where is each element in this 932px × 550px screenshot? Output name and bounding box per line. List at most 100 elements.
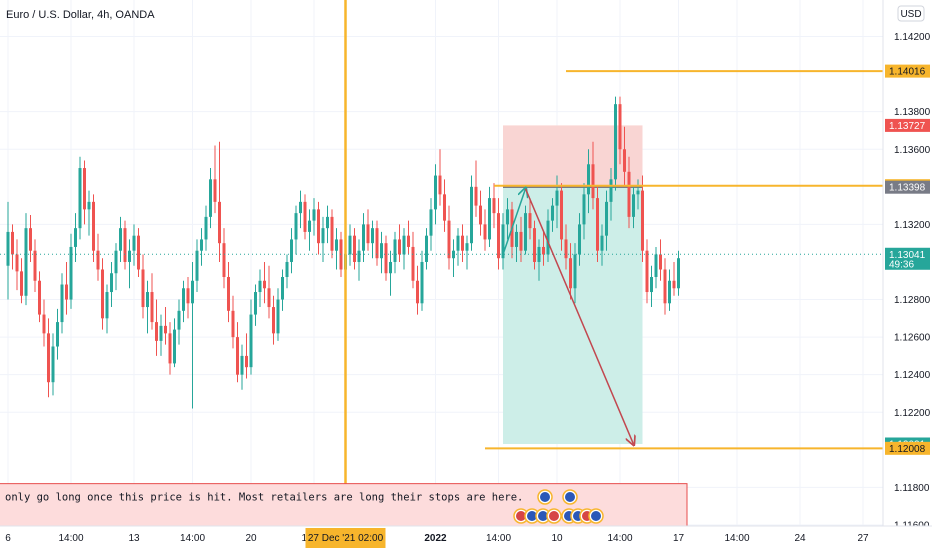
candle-body	[560, 190, 563, 240]
candle	[186, 277, 190, 319]
candle	[636, 179, 640, 210]
event-flag-icon[interactable]	[524, 508, 540, 524]
candle	[470, 175, 473, 251]
candle	[267, 265, 271, 319]
candle-body	[384, 243, 388, 274]
candle-body	[33, 250, 37, 281]
candle-body	[605, 201, 608, 236]
candle-body	[663, 269, 667, 304]
candle-body	[42, 314, 46, 334]
event-flag-icon[interactable]	[588, 508, 604, 524]
event-flag-icon[interactable]	[535, 508, 551, 524]
price-axis[interactable]: 1.14200 1.13800 1.13600 1.13200 1.12800 1.126…	[882, 0, 932, 550]
candle-body	[290, 239, 293, 262]
candle	[92, 194, 95, 262]
candle-body	[312, 209, 316, 221]
drawings[interactable]	[0, 0, 883, 526]
candle-body	[92, 201, 95, 251]
candle	[51, 333, 55, 396]
event-flag-icon[interactable]	[513, 508, 529, 524]
candle-body	[209, 179, 212, 217]
candle-body	[38, 280, 41, 315]
grid	[0, 0, 883, 526]
candle-body	[294, 213, 298, 240]
candle	[312, 198, 316, 236]
entry-price-badge-bg	[885, 180, 930, 194]
candle	[227, 261, 230, 323]
candle	[492, 183, 496, 229]
level-badge-1[interactable]: 1.14016	[885, 64, 930, 78]
candle	[357, 239, 361, 281]
candle-body	[348, 235, 352, 255]
candle	[249, 299, 253, 375]
position-tool[interactable]	[503, 125, 643, 445]
candle	[429, 198, 433, 251]
candle	[389, 250, 392, 296]
candle-body	[393, 239, 397, 262]
event-flag-icon[interactable]	[546, 508, 562, 524]
candle	[114, 243, 118, 291]
time-tick-label: 14:00	[486, 533, 511, 544]
candle	[641, 175, 644, 262]
candle	[497, 198, 500, 270]
arrow-up-line[interactable]	[502, 189, 526, 255]
candle-body	[218, 201, 221, 244]
candle-body	[528, 213, 532, 229]
candle-body	[542, 246, 545, 255]
currency-button[interactable]: USD	[897, 5, 925, 22]
candle	[375, 220, 379, 266]
candle	[222, 228, 226, 289]
candle-body	[123, 228, 127, 262]
candle-body	[263, 280, 266, 289]
time-axis[interactable]: 614:001314:002014:00202214:001014:001714…	[0, 525, 932, 550]
candle-body	[456, 235, 460, 251]
event-flag-icon[interactable]	[537, 489, 553, 505]
candle-body	[650, 277, 653, 293]
candle-body	[492, 198, 496, 214]
candle-body	[501, 224, 505, 259]
price-tick-label: 1.12800	[894, 295, 931, 306]
candle	[456, 228, 460, 266]
candle	[87, 190, 91, 236]
candle	[47, 318, 50, 398]
entry-price-badge[interactable]: 1.13398	[885, 180, 930, 194]
candle	[78, 156, 82, 240]
candle	[506, 198, 509, 240]
candle-body	[402, 235, 406, 255]
candle	[573, 243, 577, 304]
arrow-down-line[interactable]	[524, 188, 634, 444]
candle-body	[236, 337, 239, 375]
candle-body	[303, 201, 307, 232]
candle	[402, 228, 406, 270]
event-flag-icon[interactable]	[562, 489, 578, 505]
candle-body	[267, 288, 271, 308]
level-badge-3[interactable]: 1.12008	[885, 441, 930, 455]
stop-loss-zone[interactable]	[503, 125, 643, 188]
current-price-badge-countdown: 49:36	[889, 259, 914, 270]
candle-body	[591, 164, 595, 199]
time-tick-label: 14:00	[58, 533, 83, 544]
candle	[29, 215, 32, 262]
candle-body	[150, 292, 154, 323]
take-profit-zone[interactable]	[503, 187, 643, 445]
level-badge-3-text: 1.12008	[889, 444, 926, 455]
level-badge-3-bg	[885, 441, 930, 455]
time-tick-label: 27	[857, 533, 869, 544]
candle	[438, 149, 442, 206]
candle	[380, 231, 383, 274]
stop-price-badge-bg	[885, 118, 930, 132]
stop-price-badge-text: 1.13727	[889, 121, 926, 132]
candle	[645, 239, 649, 304]
candle-body	[11, 231, 14, 255]
crosshair-time-badge[interactable]: 27 Dec '21 02:00	[305, 528, 386, 548]
economic-events[interactable]	[513, 489, 604, 524]
candle-body	[596, 198, 599, 251]
time-tick-label: 24	[794, 533, 806, 544]
crosshair-time-bg	[305, 528, 386, 548]
candle-body	[425, 235, 428, 262]
candle-body	[645, 250, 649, 293]
candle	[416, 265, 419, 315]
stop-price-badge[interactable]: 1.13727	[885, 118, 930, 132]
